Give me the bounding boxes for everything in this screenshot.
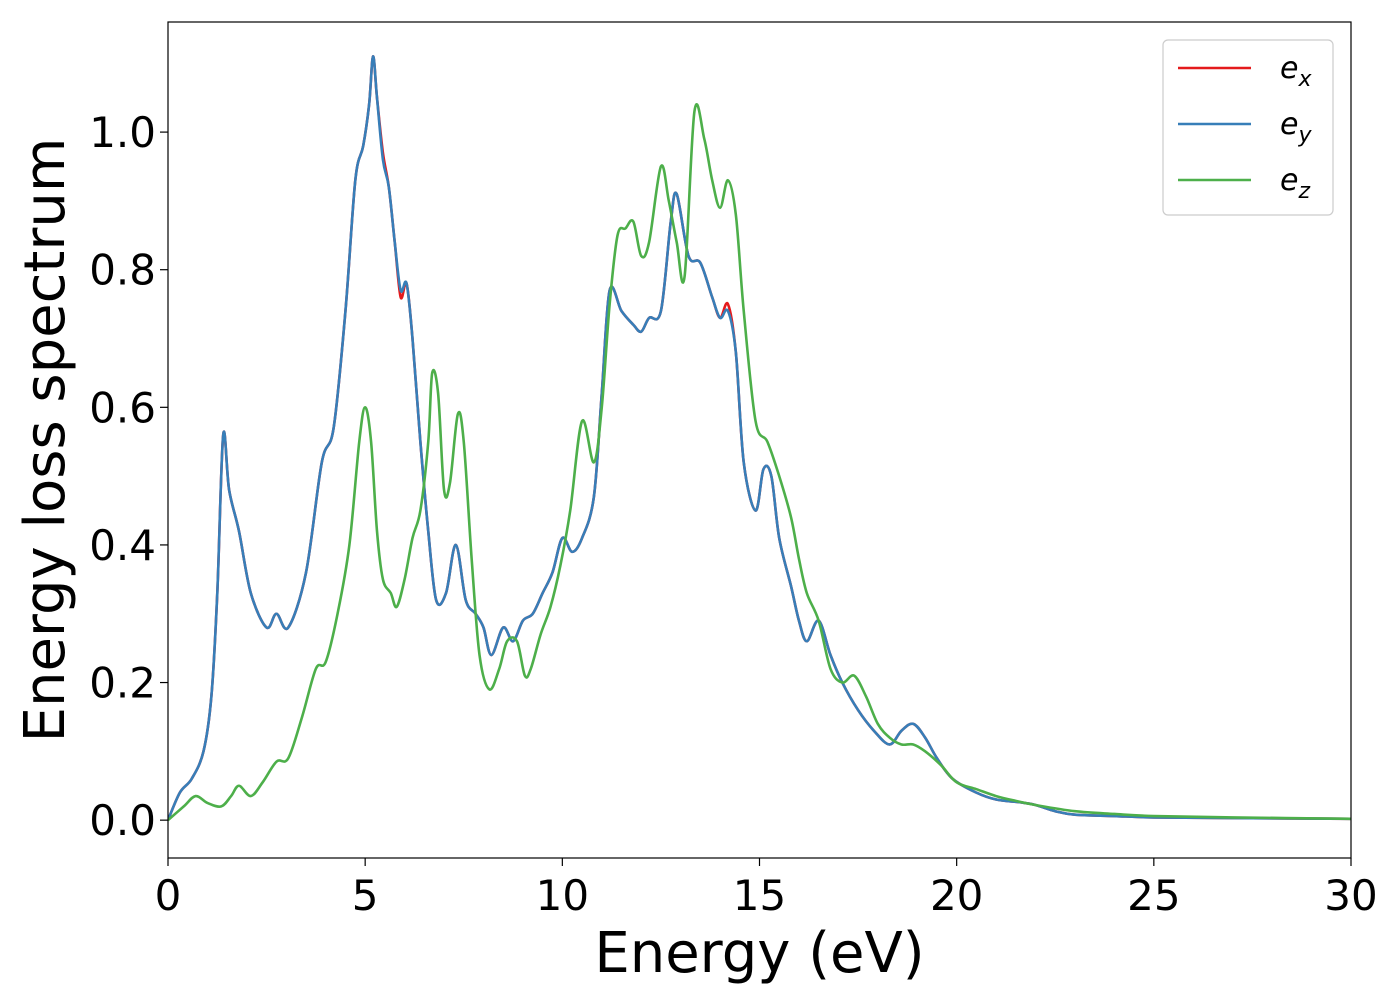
x-tick-label: 10 (536, 871, 589, 920)
series-layer (168, 55, 1351, 822)
x-tick-label: 20 (930, 871, 983, 920)
x-tick-label: 0 (155, 871, 182, 920)
legend-label-x: ex (1280, 51, 1312, 92)
x-tick-label: 15 (733, 871, 786, 920)
y-tick-label: 0.0 (89, 796, 156, 845)
series-line-z (168, 103, 1351, 822)
y-tick-label: 1.0 (89, 108, 156, 157)
y-tick-label: 0.4 (89, 521, 156, 570)
y-axis: 0.0 0.2 0.4 0.6 0.8 1.0 (89, 108, 168, 845)
legend: ex ey ez (1162, 39, 1334, 216)
y-tick-label: 0.8 (89, 246, 156, 295)
y-axis-title: Energy loss spectrum (13, 138, 78, 743)
y-tick-label: 0.2 (89, 659, 156, 708)
legend-label-z: ez (1280, 163, 1310, 204)
x-axis-title: Energy (eV) (594, 921, 924, 986)
x-tick-label: 30 (1324, 871, 1377, 920)
series-line-y (168, 55, 1351, 821)
y-tick-label: 0.6 (89, 383, 156, 432)
x-axis: 0 5 10 15 20 25 30 (155, 858, 1378, 920)
legend-box (1162, 39, 1334, 216)
x-tick-label: 25 (1127, 871, 1180, 920)
x-tick-label: 5 (352, 871, 379, 920)
legend-label-y: ey (1280, 107, 1312, 148)
